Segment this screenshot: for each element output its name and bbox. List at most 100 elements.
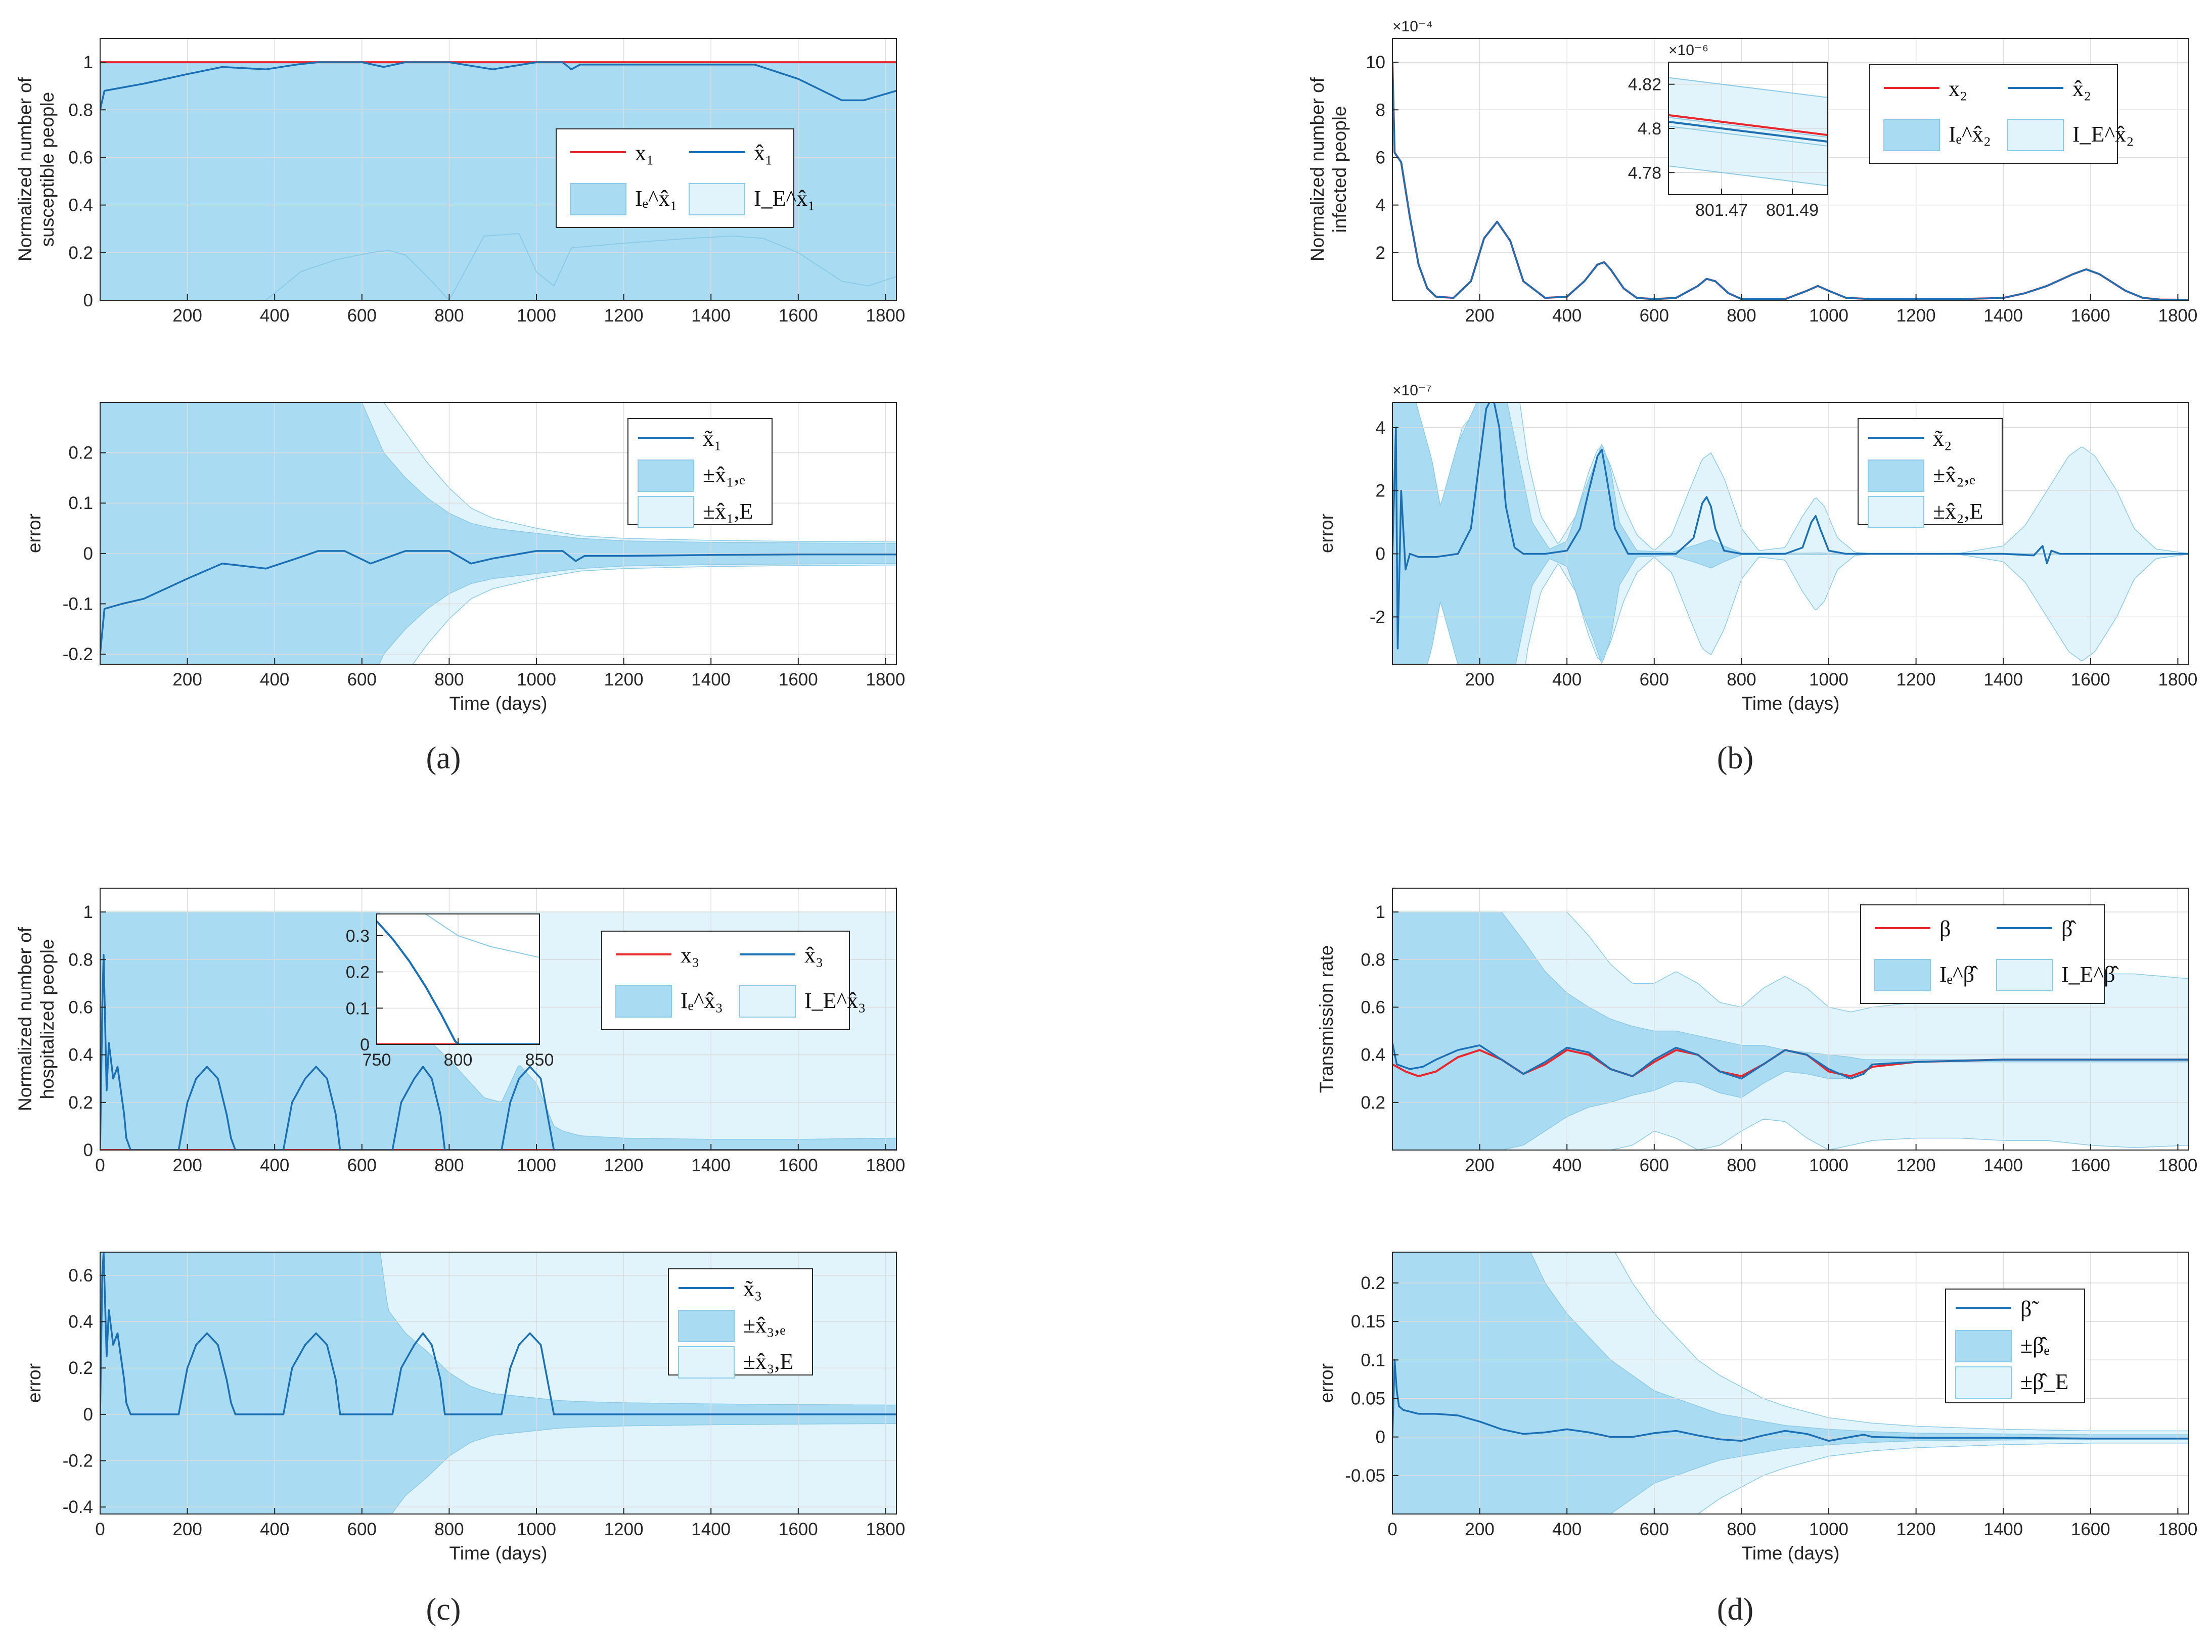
x-tick-label: 400 bbox=[1552, 306, 1582, 326]
legend-label: x̂₃ bbox=[804, 943, 823, 968]
legend-label: I_E^x̂₂ bbox=[2072, 122, 2134, 147]
y-axis-label-line: hospitalized people bbox=[37, 939, 58, 1099]
x-tick-label: 801.49 bbox=[1766, 201, 1819, 220]
y-tick-label: 0.8 bbox=[68, 950, 93, 970]
legend-label: Iₑ^β̂ bbox=[1939, 962, 1978, 987]
x-tick-label: 200 bbox=[172, 1520, 202, 1539]
x-tick-label: 800 bbox=[1727, 1520, 1756, 1539]
x-tick-label: 600 bbox=[347, 1156, 377, 1175]
plot-b_bot: 200 400 600 800 1000 1200 1400 1600 1800 -2 0 2 4 ×10… bbox=[1316, 382, 2197, 714]
y-axis-label-line: infected people bbox=[1329, 106, 1350, 233]
x-axis-label: Time (days) bbox=[449, 1543, 548, 1564]
x-tick-label: 400 bbox=[260, 1520, 289, 1539]
legend-swatch-band bbox=[678, 1346, 735, 1379]
x-tick-label: 1800 bbox=[2158, 1520, 2197, 1539]
x-tick-label: 800 bbox=[434, 306, 464, 326]
y-tick-label: 0.1 bbox=[346, 999, 370, 1018]
x-tick-label: 600 bbox=[1640, 306, 1669, 326]
y-tick-label: 0.6 bbox=[68, 997, 93, 1017]
y-tick-label: 0.4 bbox=[68, 1312, 93, 1332]
legend-label: I_E^x̂₁ bbox=[754, 186, 816, 211]
x-tick-label: 1800 bbox=[866, 1520, 905, 1539]
x-tick-label: 1400 bbox=[1983, 306, 2023, 326]
x-tick-label: 200 bbox=[1465, 670, 1494, 690]
x-tick-label: 600 bbox=[347, 306, 377, 326]
band-edge-line bbox=[1668, 117, 1828, 138]
x-tick-label: 200 bbox=[1465, 1156, 1494, 1175]
legend-a_top: x₁ x̂₁ Iₑ^x̂₁ I_E^x̂₁ bbox=[556, 128, 816, 228]
y-tick-label: 0 bbox=[360, 1035, 370, 1054]
band-edge-line bbox=[425, 914, 539, 958]
estimate-series-line bbox=[100, 61, 896, 110]
axes-frame bbox=[100, 402, 897, 665]
x-tick-label: 800 bbox=[444, 1050, 473, 1070]
y-tick-label: 0.8 bbox=[68, 100, 93, 120]
x-tick-label: 1400 bbox=[1983, 1520, 2023, 1539]
y-tick-label: 0 bbox=[83, 291, 93, 310]
x-tick-label: 1000 bbox=[517, 670, 556, 690]
estimate-series-line bbox=[100, 1252, 896, 1415]
x-tick-label: 1000 bbox=[517, 1156, 556, 1175]
x-tick-label: 600 bbox=[1640, 1520, 1669, 1539]
y-tick-label: 0 bbox=[83, 1405, 93, 1425]
legend-label: ±x̂₃,ₑ bbox=[743, 1313, 786, 1338]
x-axis-label: Time (days) bbox=[1742, 693, 1840, 714]
band-edge-line bbox=[1668, 77, 1828, 98]
y-tick-label: 0.05 bbox=[1351, 1389, 1385, 1408]
x-tick-label: 1200 bbox=[1897, 1520, 1936, 1539]
plot-a_bot: 200 400 600 800 1000 1200 1400 1600 1800 -0.2 -0.1… bbox=[24, 402, 905, 714]
y-tick-label: 6 bbox=[1376, 148, 1385, 167]
x-tick-label: 1400 bbox=[691, 670, 731, 690]
estimate-series-line bbox=[1392, 1359, 2189, 1442]
axes-frame bbox=[100, 1252, 897, 1515]
legend-c_top: x₃ x̂₃ Iₑ^x̂₃ I_E^x̂₃ bbox=[601, 931, 866, 1030]
x-tick-label: 400 bbox=[1552, 1520, 1582, 1539]
x-tick-label: 200 bbox=[1465, 306, 1494, 326]
legend-label: x₂ bbox=[1949, 76, 1967, 101]
x-tick-label: 1800 bbox=[866, 1156, 905, 1175]
legend-b_top: x₂ x̂₂ Iₑ^x̂₂ I_E^x̂₂ bbox=[1869, 64, 2134, 164]
y-tick-label: 4.8 bbox=[1638, 119, 1661, 139]
axis-multiplier: ×10⁻⁶ bbox=[1668, 42, 1708, 59]
axes-frame bbox=[1392, 888, 2189, 1151]
inner-band bbox=[100, 1252, 896, 1514]
y-tick-label: 1 bbox=[83, 902, 93, 922]
legend-swatch-band bbox=[638, 460, 694, 492]
y-tick-label: 8 bbox=[1376, 100, 1385, 120]
y-tick-label: 0.2 bbox=[68, 1358, 93, 1378]
x-tick-label: 200 bbox=[172, 1156, 202, 1175]
legend-c_bot: x̃₃ ±x̂₃,ₑ ±x̂₃,E bbox=[668, 1268, 813, 1379]
x-tick-label: 400 bbox=[1552, 670, 1582, 690]
legend-swatch-band bbox=[2007, 119, 2064, 151]
y-tick-label: 0 bbox=[83, 544, 93, 564]
legend-label: ±x̂₂,E bbox=[1933, 499, 1983, 524]
y-axis-label: Transmission rate bbox=[1316, 945, 1337, 1093]
y-tick-label: -0.2 bbox=[63, 645, 93, 664]
plot-c_bot: 0 200 400 600 800 1000 1200 1400 1600 1800 -0.4 -0.… bbox=[24, 1252, 905, 1564]
x-tick-label: 400 bbox=[260, 670, 289, 690]
y-axis-label-line: error bbox=[24, 1363, 44, 1403]
y-tick-label: 0.4 bbox=[1361, 1045, 1385, 1065]
y-tick-label: 1 bbox=[1376, 902, 1385, 922]
y-tick-label: 0.2 bbox=[1361, 1273, 1385, 1293]
legend-swatch-band bbox=[689, 183, 745, 215]
legend-b_bot: x̃₂ ±x̂₂,ₑ ±x̂₂,E bbox=[1858, 418, 2003, 528]
legend-label: x₁ bbox=[635, 141, 654, 165]
y-tick-label: -0.1 bbox=[63, 594, 93, 614]
y-tick-label: 0.6 bbox=[68, 148, 93, 167]
y-axis-label: error bbox=[24, 514, 44, 553]
x-tick-label: 600 bbox=[1640, 670, 1669, 690]
y-tick-label: 2 bbox=[1376, 243, 1385, 263]
y-axis-label-line: susceptible people bbox=[37, 92, 58, 247]
x-tick-label: 1800 bbox=[2158, 306, 2197, 326]
x-tick-label: 0 bbox=[95, 1520, 105, 1539]
x-tick-label: 1400 bbox=[691, 1520, 731, 1539]
x-tick-label: 750 bbox=[363, 1050, 391, 1070]
x-tick-label: 1400 bbox=[1983, 670, 2023, 690]
y-axis-label: Normalized number ofsusceptible people bbox=[15, 77, 58, 261]
legend-label: Iₑ^x̂₁ bbox=[635, 186, 678, 211]
legend-d_top: β β̂Iₑ^β̂ I_E^β̂ bbox=[1860, 904, 2119, 1004]
y-tick-label: 0.4 bbox=[68, 1045, 93, 1065]
x-tick-label: 1800 bbox=[866, 306, 905, 326]
